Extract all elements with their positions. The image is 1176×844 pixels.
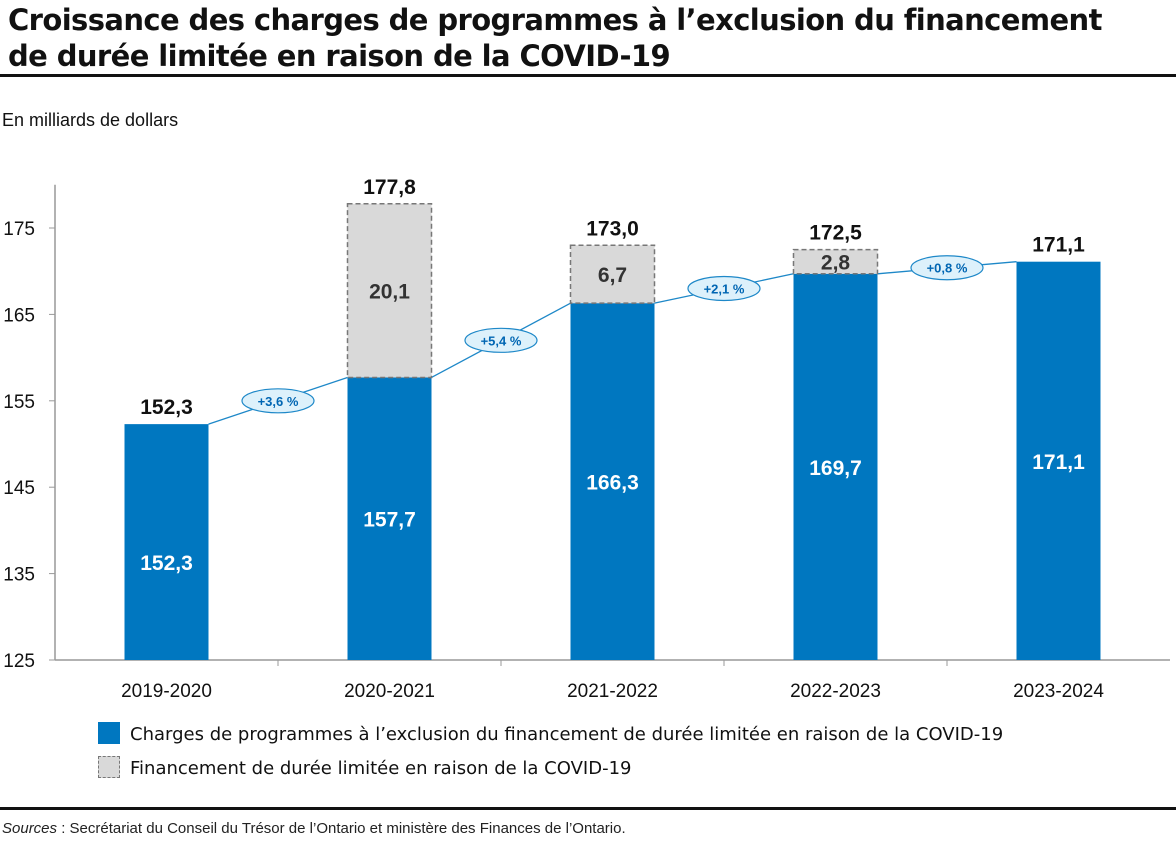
bar-base-label: 157,7: [363, 509, 416, 532]
bottom-divider: [0, 807, 1176, 810]
bar-total-label: 171,1: [1032, 234, 1085, 257]
x-tick-label: 2020-2021: [344, 681, 435, 702]
bar-covid: [569, 244, 656, 304]
growth-label: +2,1 %: [704, 281, 745, 296]
growth-label: +3,6 %: [258, 394, 299, 409]
bar-base-label: 152,3: [140, 552, 193, 575]
bar-total-label: 172,5: [809, 222, 862, 245]
unit-label: En milliards de dollars: [2, 110, 179, 130]
bar-base: [347, 377, 432, 660]
x-tick-label: 2022-2023: [790, 681, 881, 702]
y-tick-label: 175: [3, 219, 35, 240]
legend-swatch-gray: [98, 756, 120, 778]
y-tick-label: 155: [3, 392, 35, 413]
title-line-1: Croissance des charges de programmes à l…: [8, 3, 1102, 37]
sources-text: : Secrétariat du Conseil du Trésor de l’…: [57, 820, 626, 837]
legend-swatch-blue: [98, 722, 120, 744]
y-tick-label: 135: [3, 565, 35, 586]
x-tick-label: 2023-2024: [1013, 681, 1104, 702]
legend-item-base: Charges de programmes à l’exclusion du f…: [98, 722, 1003, 745]
sources-label: Sources: [2, 820, 58, 837]
bar-covid-label: 6,7: [598, 264, 627, 287]
bar-base-label: 169,7: [809, 457, 862, 480]
legend-label: Financement de durée limitée en raison d…: [130, 758, 632, 779]
bar-base-label: 171,1: [1032, 451, 1085, 474]
x-tick-label: 2019-2020: [121, 681, 212, 702]
bar-covid-label: 2,8: [821, 252, 851, 275]
bar-base: [793, 273, 878, 660]
bar-total-label: 173,0: [586, 217, 639, 240]
top-divider: [0, 74, 1176, 77]
x-tick-label: 2021-2022: [567, 681, 658, 702]
sources-note: Sources : Secrétariat du Conseil du Trés…: [2, 820, 626, 837]
growth-bubble: [687, 275, 761, 302]
bar-base-label: 166,3: [586, 472, 639, 495]
y-tick-label: 145: [3, 478, 35, 499]
bar-base: [124, 424, 209, 660]
title-line-2: de durée limitée en raison de la COVID-1…: [8, 39, 671, 73]
bar-total-label: 177,8: [363, 176, 416, 199]
growth-label: +0,8 %: [927, 261, 968, 276]
bar-base: [1016, 261, 1101, 660]
legend-item-covid: Financement de durée limitée en raison d…: [98, 756, 632, 779]
chart-title: Croissance des charges de programmes à l…: [8, 2, 1102, 74]
y-tick-label: 165: [3, 305, 35, 326]
bar-total-label: 152,3: [140, 396, 193, 419]
bar-base: [570, 303, 655, 660]
legend-label: Charges de programmes à l’exclusion du f…: [130, 724, 1004, 745]
bar-covid-label: 20,1: [369, 281, 410, 304]
growth-bubble: [910, 255, 984, 281]
y-tick-label: 125: [3, 651, 35, 672]
bar-covid: [346, 203, 433, 379]
growth-bubble: [241, 388, 315, 414]
growth-label: +5,4 %: [481, 333, 522, 348]
bar-covid: [792, 248, 879, 275]
growth-bubble: [464, 327, 538, 353]
